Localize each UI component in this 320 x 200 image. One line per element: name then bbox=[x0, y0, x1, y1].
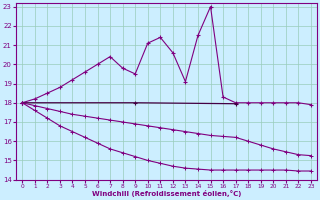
X-axis label: Windchill (Refroidissement éolien,°C): Windchill (Refroidissement éolien,°C) bbox=[92, 190, 241, 197]
